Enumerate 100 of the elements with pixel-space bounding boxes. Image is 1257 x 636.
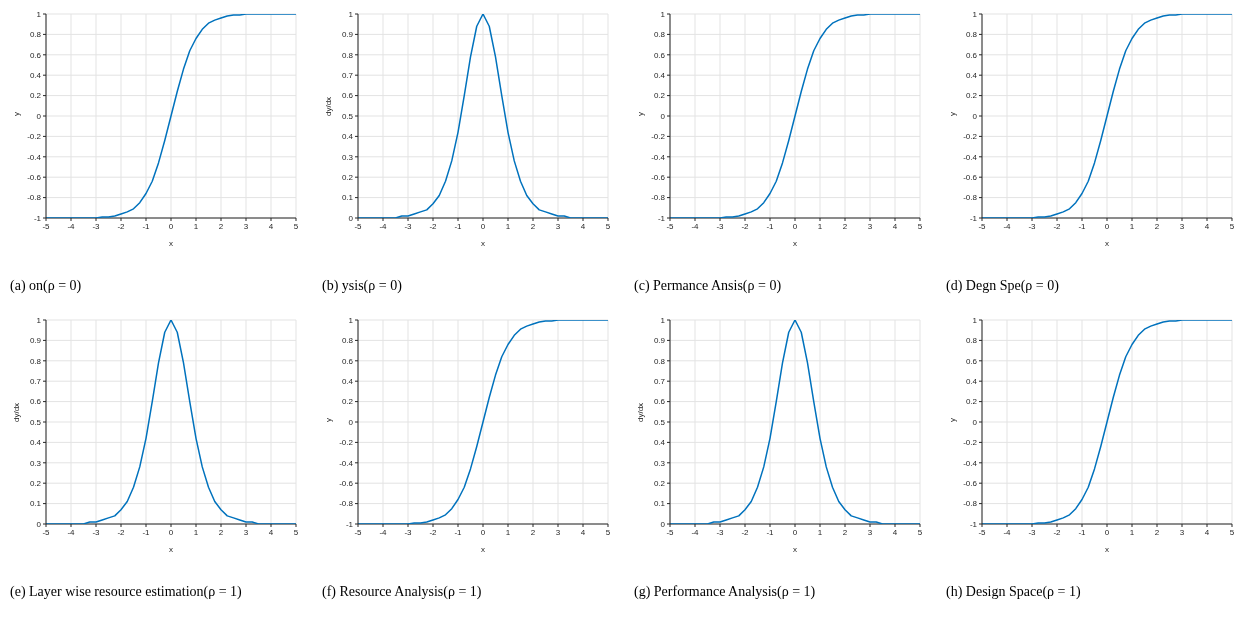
y-tick-label: -0.4 bbox=[339, 458, 354, 468]
y-tick-label: 1 bbox=[660, 315, 666, 325]
y-tick-label: -0.4 bbox=[963, 458, 978, 468]
x-tick-label: 3 bbox=[555, 527, 561, 537]
text: (c) Permance Ansis(ρ = 0) bbox=[633, 278, 783, 294]
x-tick-label: 0 bbox=[480, 221, 486, 231]
x-tick-label: 5 bbox=[917, 527, 923, 537]
y-tick-label: 0.2 bbox=[29, 91, 42, 101]
x-tick-label: 3 bbox=[867, 527, 873, 537]
y-tick-label: 0.7 bbox=[29, 377, 42, 387]
y-tick-label: -0.8 bbox=[339, 499, 354, 509]
y-tick-label: -1 bbox=[657, 213, 666, 223]
y-tick-label: -1 bbox=[969, 213, 978, 223]
x-tick-label: 5 bbox=[917, 221, 923, 231]
y-tick-label: 0 bbox=[972, 417, 978, 427]
y-tick-label: 0.5 bbox=[653, 417, 666, 427]
y-tick-label: 0.8 bbox=[653, 356, 666, 366]
y-tick-label: 0.8 bbox=[965, 30, 978, 40]
y-tick-label: 0.6 bbox=[965, 356, 978, 366]
y-tick-label: 0.2 bbox=[653, 91, 666, 101]
y-tick-label: 0.4 bbox=[29, 71, 42, 81]
x-tick-label: 5 bbox=[605, 527, 611, 537]
x-tick-label: 0 bbox=[1104, 527, 1110, 537]
y-axis-title: y bbox=[947, 418, 957, 422]
y-tick-label: -0.6 bbox=[339, 479, 354, 489]
x-tick-label: 3 bbox=[555, 221, 561, 231]
x-tick-label: -2 bbox=[117, 221, 126, 231]
x-tick-label: -4 bbox=[1003, 221, 1012, 231]
y-tick-label: 0.8 bbox=[653, 30, 666, 40]
text: (d) Degn Spe(ρ = 0) bbox=[945, 278, 1060, 294]
x-tick-label: -5 bbox=[354, 221, 363, 231]
x-tick-label: -5 bbox=[978, 221, 987, 231]
y-tick-label: 0.2 bbox=[965, 91, 978, 101]
x-axis-title: x bbox=[481, 239, 485, 248]
x-tick-label: -2 bbox=[741, 221, 750, 231]
x-tick-label: -2 bbox=[741, 527, 750, 537]
text: (g) Performance Analysis(ρ = 1) bbox=[633, 584, 817, 600]
x-tick-label: -2 bbox=[429, 221, 438, 231]
y-tick-label: 0.3 bbox=[653, 458, 666, 468]
x-tick-label: 5 bbox=[605, 221, 611, 231]
x-tick-label: 2 bbox=[842, 527, 848, 537]
x-tick-label: 4 bbox=[1204, 221, 1210, 231]
x-tick-label: 5 bbox=[293, 527, 299, 537]
text: (e) Layer wise resource estimation(ρ = 1) bbox=[9, 584, 243, 600]
y-tick-label: 0.2 bbox=[965, 397, 978, 407]
y-axis-title: dy/dx bbox=[323, 96, 333, 116]
y-tick-label: -0.6 bbox=[651, 173, 666, 183]
x-tick-label: 2 bbox=[1154, 527, 1160, 537]
x-tick-label: -4 bbox=[379, 221, 388, 231]
y-tick-label: -0.2 bbox=[27, 132, 42, 142]
x-tick-label: -5 bbox=[666, 221, 675, 231]
x-tick-label: -1 bbox=[766, 221, 775, 231]
x-tick-label: -4 bbox=[691, 527, 700, 537]
y-axis-title: dy/dx bbox=[11, 402, 21, 422]
x-tick-label: 4 bbox=[892, 527, 898, 537]
y-tick-label: 1 bbox=[348, 315, 354, 325]
y-tick-label: -0.6 bbox=[27, 173, 42, 183]
x-tick-label: -1 bbox=[454, 527, 463, 537]
y-axis-title: y bbox=[11, 112, 21, 116]
y-tick-label: -1 bbox=[345, 519, 354, 529]
x-tick-label: 5 bbox=[1229, 527, 1235, 537]
x-tick-label: 4 bbox=[580, 527, 586, 537]
x-tick-label: -3 bbox=[92, 527, 101, 537]
y-axis-title: dy/dx bbox=[635, 402, 645, 422]
x-tick-label: -1 bbox=[454, 221, 463, 231]
x-tick-label: -2 bbox=[1053, 527, 1062, 537]
x-tick-label: 5 bbox=[293, 221, 299, 231]
x-tick-label: -1 bbox=[1078, 527, 1087, 537]
x-tick-label: -1 bbox=[1078, 221, 1087, 231]
x-tick-label: -3 bbox=[404, 527, 413, 537]
x-tick-label: 0 bbox=[792, 221, 798, 231]
x-tick-label: 0 bbox=[168, 527, 174, 537]
line-series bbox=[670, 14, 920, 218]
x-tick-label: 4 bbox=[268, 221, 274, 231]
x-tick-label: -3 bbox=[92, 221, 101, 231]
x-axis-title: x bbox=[169, 239, 173, 248]
y-tick-label: 0.4 bbox=[965, 377, 978, 387]
x-tick-label: -3 bbox=[404, 221, 413, 231]
x-tick-label: 3 bbox=[1179, 527, 1185, 537]
x-tick-label: 2 bbox=[1154, 221, 1160, 231]
text: (b) ysis(ρ = 0) bbox=[321, 278, 403, 294]
y-tick-label: -0.8 bbox=[963, 499, 978, 509]
line-series bbox=[358, 14, 608, 218]
y-tick-label: 0 bbox=[660, 111, 666, 121]
y-tick-label: 0.4 bbox=[653, 438, 666, 448]
x-axis-title: x bbox=[169, 545, 173, 554]
x-tick-label: 3 bbox=[243, 527, 249, 537]
x-tick-label: -1 bbox=[142, 527, 151, 537]
y-tick-label: 0.8 bbox=[341, 50, 354, 60]
x-tick-label: -1 bbox=[142, 221, 151, 231]
y-tick-label: 0.4 bbox=[341, 377, 354, 387]
y-tick-label: 0.2 bbox=[29, 479, 42, 489]
line-series bbox=[982, 320, 1232, 524]
line-series bbox=[670, 320, 920, 524]
x-tick-label: -3 bbox=[1028, 221, 1037, 231]
x-tick-label: -1 bbox=[766, 527, 775, 537]
y-tick-label: 1 bbox=[972, 315, 978, 325]
text: (a) on(ρ = 0) bbox=[9, 278, 83, 294]
x-tick-label: 0 bbox=[1104, 221, 1110, 231]
y-tick-label: 0.7 bbox=[341, 71, 354, 81]
